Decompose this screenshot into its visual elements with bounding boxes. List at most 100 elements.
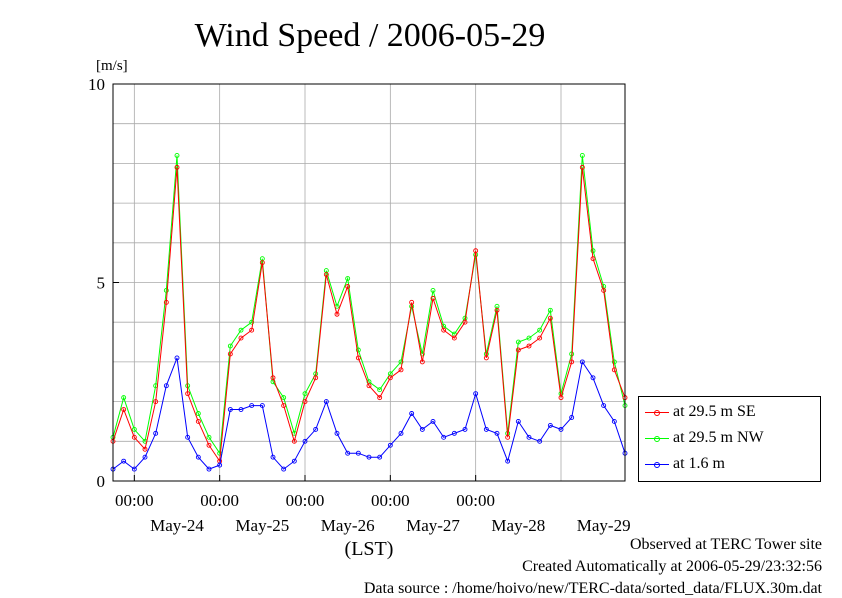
- x-tick-date-label: May-26: [321, 516, 375, 535]
- data-point: [462, 319, 468, 325]
- data-point: [398, 367, 404, 373]
- data-point: [601, 403, 607, 409]
- data-point: [451, 335, 457, 341]
- data-point: [227, 407, 233, 412]
- data-point: [302, 399, 308, 405]
- data-point: [483, 355, 489, 361]
- legend-label-1-6m: at 1.6 m: [673, 455, 725, 472]
- series-layer: [110, 153, 628, 472]
- data-point: [195, 419, 201, 424]
- data-point: [451, 430, 457, 436]
- data-point: [323, 399, 329, 405]
- data-point: [547, 422, 553, 428]
- data-point: [473, 391, 479, 397]
- x-axis-ticks: 00:00 00:00 00:00 00:00 00:00 May-24 May-25 May…: [115, 475, 631, 535]
- data-point: [590, 375, 596, 381]
- data-point: [313, 426, 319, 432]
- data-point: [494, 307, 500, 313]
- data-point: [238, 335, 244, 341]
- data-point: [174, 153, 180, 158]
- y-tick-label: 5: [97, 274, 106, 293]
- data-point: [547, 307, 553, 313]
- y-axis-ticks: 0 5 10: [88, 75, 119, 491]
- data-point: [483, 426, 489, 432]
- x-tick-time-label: 00:00: [371, 491, 410, 510]
- data-point: [430, 287, 436, 293]
- data-point: [195, 411, 201, 416]
- data-point: [281, 395, 287, 401]
- data-point: [387, 442, 393, 448]
- data-point: [558, 426, 564, 432]
- data-point: [377, 387, 383, 393]
- data-point: [409, 411, 415, 416]
- data-point: [185, 391, 191, 397]
- legend-item-se: at 29.5 m SE: [639, 403, 822, 423]
- data-point: [121, 407, 127, 412]
- data-point: [163, 383, 169, 389]
- data-point: [430, 295, 436, 301]
- data-point: [131, 426, 137, 432]
- data-point: [153, 399, 159, 405]
- data-point: [281, 403, 287, 409]
- x-tick-date-label: May-25: [235, 516, 289, 535]
- data-point: [590, 256, 596, 262]
- data-point: [142, 454, 148, 460]
- legend-marker-se: [654, 410, 660, 416]
- data-point: [419, 359, 425, 365]
- data-point: [281, 466, 287, 472]
- data-point: [526, 434, 532, 440]
- x-tick-time-label: 00:00: [286, 491, 325, 510]
- data-point: [419, 426, 425, 432]
- data-point: [270, 454, 276, 460]
- data-point: [547, 315, 553, 321]
- data-point: [537, 335, 543, 341]
- data-point: [313, 375, 319, 381]
- data-point: [355, 450, 361, 456]
- data-point: [569, 359, 575, 365]
- data-point: [259, 260, 265, 266]
- data-point: [206, 466, 212, 472]
- data-point: [227, 351, 233, 357]
- data-point: [163, 287, 169, 293]
- data-point: [249, 319, 255, 325]
- data-point: [131, 466, 137, 472]
- data-point: [526, 343, 532, 349]
- data-point: [505, 458, 511, 464]
- data-point: [462, 426, 468, 432]
- data-point: [515, 347, 521, 353]
- data-point: [163, 299, 169, 305]
- x-tick-date-label: May-27: [406, 516, 460, 535]
- data-point: [206, 442, 212, 448]
- y-tick-label: 0: [97, 472, 106, 491]
- data-point: [579, 153, 585, 158]
- data-point: [206, 434, 212, 440]
- data-point: [291, 458, 297, 464]
- data-point: [355, 347, 361, 353]
- data-point: [441, 434, 447, 440]
- series-line: [112, 155, 626, 455]
- data-point: [142, 446, 148, 452]
- data-point: [249, 327, 255, 333]
- data-point: [366, 454, 372, 460]
- data-point: [611, 359, 617, 365]
- y-tick-label: 10: [88, 75, 105, 94]
- data-point: [377, 454, 383, 460]
- data-point: [121, 395, 127, 401]
- data-point: [121, 458, 127, 464]
- x-axis-label: (LST): [345, 538, 394, 560]
- data-point: [174, 164, 180, 170]
- data-point: [558, 395, 564, 401]
- data-point: [473, 248, 479, 254]
- legend-item-1-6m: at 1.6 m: [639, 455, 822, 475]
- data-point: [441, 327, 447, 333]
- data-point: [302, 391, 308, 397]
- legend-marker-nw: [654, 436, 660, 442]
- footer-created-note: Created Automatically at 2006-05-29/23:3…: [522, 558, 822, 575]
- data-point: [601, 287, 607, 293]
- x-tick-date-label: May-28: [491, 516, 545, 535]
- data-point: [227, 343, 233, 349]
- data-point: [526, 335, 532, 341]
- legend-marker-1-6m: [654, 462, 660, 468]
- data-point: [355, 355, 361, 361]
- data-point: [238, 327, 244, 333]
